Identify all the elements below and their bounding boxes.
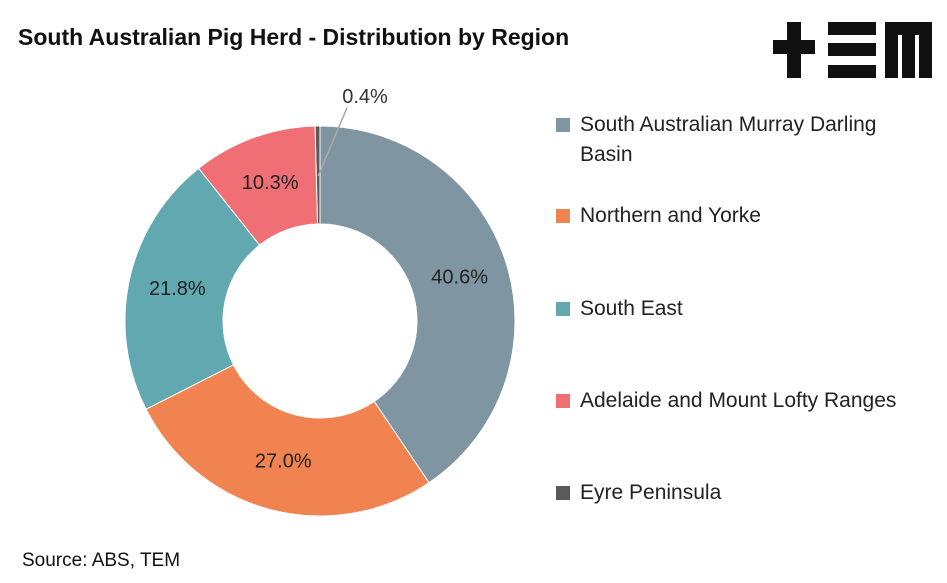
legend-item: Adelaide and Mount Lofty Ranges (556, 386, 916, 416)
logo-part (787, 22, 801, 78)
legend-swatch (556, 209, 570, 223)
data-label: 10.3% (242, 172, 299, 194)
slice (319, 125, 516, 484)
legend-label: South East (580, 297, 683, 320)
legend-item: Eyre Peninsula (556, 478, 916, 508)
logo-part (919, 22, 932, 78)
logo-part (902, 22, 915, 78)
legend-label: Eyre Peninsula (580, 481, 722, 504)
data-label: 40.6% (431, 267, 488, 289)
legend-swatch (556, 302, 570, 316)
logo-part (828, 22, 876, 35)
slice (124, 167, 261, 410)
slice (314, 125, 321, 225)
leader-line (317, 107, 348, 177)
logo-part (828, 43, 876, 56)
legend-label: Northern and Yorke (580, 204, 761, 227)
slice (145, 364, 430, 517)
legend-item: South Australian Murray Darling Basin (556, 110, 916, 170)
data-label: 21.8% (149, 278, 206, 300)
logo (773, 22, 932, 78)
legend-item: Northern and Yorke (556, 201, 916, 231)
legend-item: South East (556, 294, 916, 324)
legend-swatch (556, 394, 570, 408)
legend-swatch (556, 118, 570, 132)
data-label: 0.4% (342, 86, 388, 108)
logo-part (885, 22, 898, 78)
chart-title: South Australian Pig Herd - Distribution… (18, 24, 569, 50)
source: Source: ABS, TEM (22, 550, 180, 571)
logo-part (828, 65, 876, 78)
data-label: 27.0% (255, 451, 312, 473)
legend-swatch (556, 486, 570, 500)
legend-label: Adelaide and Mount Lofty Ranges (580, 389, 897, 412)
legend-label: South Australian Murray Darling Basin (580, 113, 877, 166)
